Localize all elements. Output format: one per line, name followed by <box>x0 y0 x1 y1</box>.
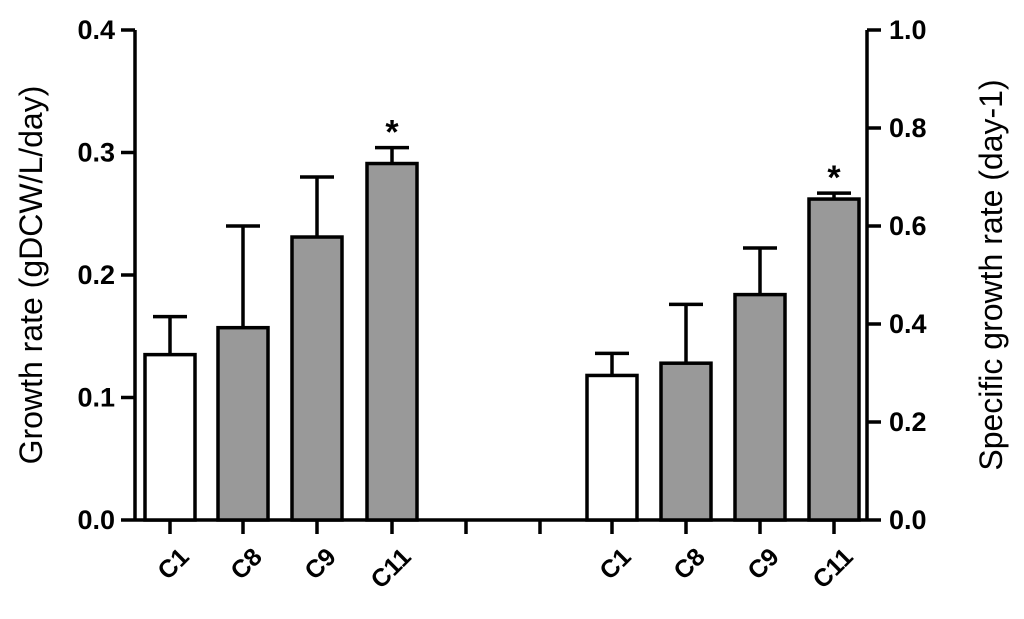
significance-marker: * <box>385 114 399 152</box>
x-tick-label: C9 <box>742 543 784 585</box>
right-y-tick-label: 0.6 <box>889 211 927 241</box>
significance-marker: * <box>827 159 841 197</box>
right-y-tick-label: 0.4 <box>889 309 927 339</box>
left-y-tick-label: 0.3 <box>77 138 115 168</box>
right-y-tick-label: 0.2 <box>889 407 927 437</box>
bar <box>733 292 787 522</box>
right-y-tick-label: 0.0 <box>889 505 927 535</box>
left-y-tick-label: 0.4 <box>77 15 115 45</box>
bar <box>585 373 639 522</box>
x-tick-label: C1 <box>152 543 194 585</box>
right-y-axis-label: Specific growth rate (day-1) <box>973 79 1009 470</box>
bar <box>216 325 270 522</box>
x-tick-label: C9 <box>299 543 341 585</box>
right-y-tick-label: 1.0 <box>889 15 927 45</box>
left-y-tick-label: 0.2 <box>77 260 115 290</box>
left-y-axis-label: Growth rate (gDCW/L/day) <box>13 86 49 465</box>
left-y-tick-label: 0.1 <box>77 383 115 413</box>
x-tick-label: C8 <box>668 543 710 585</box>
x-tick-label: C1 <box>594 543 636 585</box>
x-tick-label: C11 <box>365 543 416 594</box>
x-tick-label: C8 <box>225 543 267 585</box>
right-y-tick-label: 0.8 <box>889 113 927 143</box>
bar <box>365 161 419 522</box>
bar <box>143 352 197 522</box>
bar <box>659 361 713 522</box>
x-tick-label: C11 <box>807 543 858 594</box>
left-y-tick-label: 0.0 <box>77 505 115 535</box>
bar <box>290 235 344 522</box>
chart-marks: 0.0 0.1 0.2 0.3 0.4 0.0 0.2 0.4 0.6 0.8 1.0 C1 C8 C9 *… <box>77 15 926 594</box>
bar <box>807 197 861 522</box>
